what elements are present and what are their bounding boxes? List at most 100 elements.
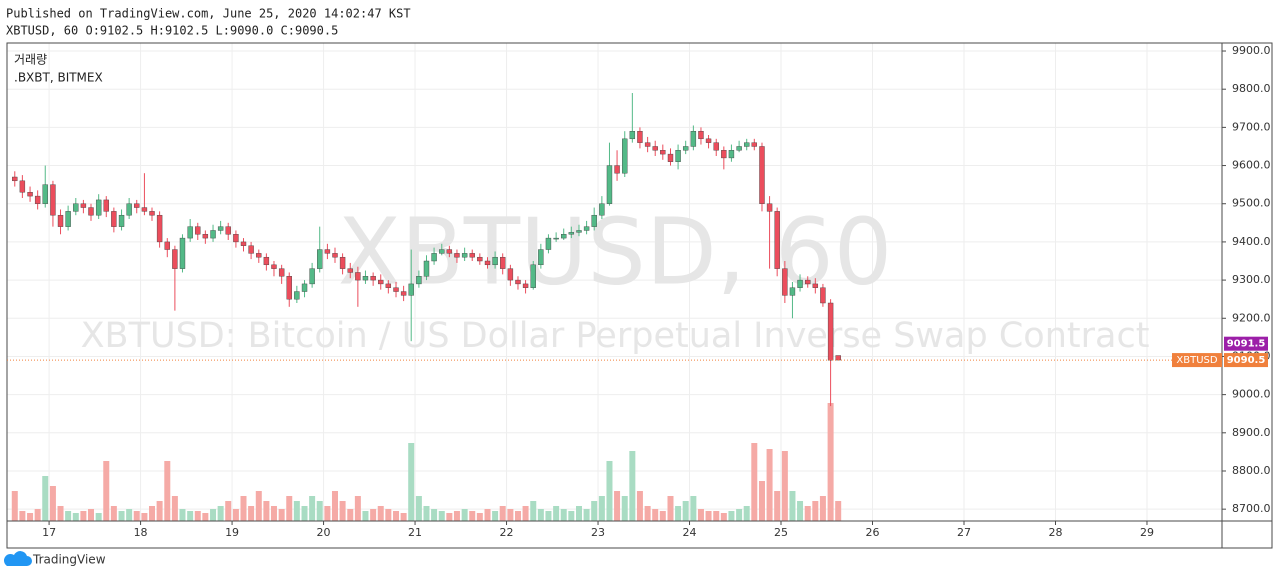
candle-body bbox=[271, 264, 277, 269]
y-tick-label: 8900.0 bbox=[1232, 426, 1271, 439]
volume-bar bbox=[812, 501, 819, 521]
volume-bar bbox=[415, 496, 422, 521]
volume-bar bbox=[354, 496, 361, 521]
volume-bar bbox=[446, 513, 453, 521]
candle-body bbox=[95, 199, 102, 216]
y-tick-label: 9800.0 bbox=[1232, 82, 1271, 95]
volume-bar bbox=[339, 501, 346, 521]
volume-bar bbox=[438, 511, 445, 521]
volume-pane bbox=[11, 403, 842, 521]
y-tick-label: 9500.0 bbox=[1232, 197, 1271, 210]
x-tick-label: 17 bbox=[42, 526, 56, 539]
candle-body bbox=[713, 142, 719, 151]
candle-body bbox=[492, 256, 498, 266]
y-tick-label: 8800.0 bbox=[1232, 464, 1271, 477]
volume-bar bbox=[187, 511, 194, 521]
volume-bar bbox=[568, 511, 575, 521]
candle-body bbox=[317, 249, 323, 269]
candle-body bbox=[34, 195, 41, 204]
candle-body bbox=[637, 130, 643, 143]
volume-bar bbox=[309, 496, 316, 521]
volume-bar bbox=[248, 506, 255, 521]
candle-body bbox=[477, 256, 483, 262]
volume-bar bbox=[42, 476, 49, 521]
candle-body bbox=[698, 130, 704, 140]
candle-body bbox=[652, 146, 658, 151]
volume-bar bbox=[560, 509, 567, 521]
candle-body bbox=[423, 260, 430, 277]
watermark-title: XBTUSD, 60 bbox=[338, 198, 892, 305]
volume-bar bbox=[720, 513, 727, 521]
candle-body bbox=[385, 283, 392, 288]
watermark-subtitle: XBTUSD: Bitcoin / US Dollar Perpetual In… bbox=[81, 316, 1150, 356]
y-tick-label: 9000.0 bbox=[1232, 388, 1271, 401]
volume-bar bbox=[690, 496, 697, 521]
volume-bar bbox=[492, 511, 499, 521]
volume-bar bbox=[217, 506, 224, 521]
candle-body bbox=[553, 237, 559, 240]
volume-bar bbox=[255, 491, 262, 521]
candle-body bbox=[721, 150, 727, 159]
last-price-box bbox=[1224, 353, 1268, 368]
candle-body bbox=[111, 211, 117, 227]
y-tick-label: 8700.0 bbox=[1232, 502, 1271, 515]
candle-body bbox=[210, 230, 216, 239]
candle-body bbox=[103, 199, 109, 212]
volume-bar bbox=[270, 506, 277, 521]
x-tick-label: 24 bbox=[683, 526, 697, 539]
candle-body bbox=[797, 279, 803, 288]
x-tick-label: 25 bbox=[774, 526, 788, 539]
candle-body bbox=[782, 268, 788, 296]
candle-body bbox=[545, 237, 552, 250]
candle-body bbox=[65, 211, 71, 227]
candle-body bbox=[522, 283, 529, 288]
candle-body bbox=[408, 283, 414, 296]
candle-body bbox=[561, 234, 567, 239]
candle-body bbox=[134, 203, 140, 208]
candle-body bbox=[774, 211, 780, 269]
y-tick-label: 9600.0 bbox=[1232, 159, 1271, 172]
candle-body bbox=[195, 226, 201, 235]
candle-body bbox=[233, 234, 239, 243]
volume-bar bbox=[179, 509, 186, 521]
candle-body bbox=[690, 130, 697, 147]
candle-body bbox=[118, 214, 125, 227]
volume-bar bbox=[400, 513, 407, 521]
volume-bar bbox=[621, 496, 628, 521]
y-tick-label: 9300.0 bbox=[1232, 273, 1271, 286]
volume-bar bbox=[781, 451, 788, 521]
watermark: XBTUSD, 60 XBTUSD: Bitcoin / US Dollar P… bbox=[81, 198, 1150, 356]
candle-body bbox=[50, 184, 56, 216]
volume-bar bbox=[301, 506, 308, 521]
volume-bar bbox=[149, 506, 156, 521]
volume-bar bbox=[385, 509, 392, 521]
candle-body bbox=[324, 249, 331, 254]
mark-price-label: 9091.5 bbox=[1227, 339, 1266, 350]
candle-body bbox=[644, 142, 651, 147]
brand-logo[interactable]: TradingView bbox=[3, 551, 106, 567]
candle-body bbox=[530, 264, 536, 288]
volume-bar bbox=[583, 509, 590, 521]
volume-bar bbox=[598, 496, 605, 521]
volume-bar bbox=[423, 506, 430, 521]
last-price-symbol-box bbox=[1172, 353, 1222, 368]
volume-bar bbox=[11, 491, 18, 521]
candle-body bbox=[12, 176, 18, 182]
candle-body bbox=[439, 249, 445, 254]
candle-body bbox=[339, 256, 346, 269]
volume-bar bbox=[34, 509, 41, 521]
volume-bar bbox=[164, 461, 171, 521]
candle-body bbox=[416, 276, 422, 285]
candle-body bbox=[515, 279, 521, 285]
volume-bar bbox=[225, 501, 232, 521]
volume-bar bbox=[667, 496, 674, 521]
volume-bar bbox=[736, 509, 743, 521]
volume-bar bbox=[514, 511, 521, 521]
candle-body bbox=[461, 253, 468, 258]
mark-price-box bbox=[1224, 336, 1268, 351]
volume-bar bbox=[728, 511, 735, 521]
volume-bar bbox=[19, 511, 26, 521]
candle-body bbox=[759, 146, 765, 204]
last-price-symbol: XBTUSD bbox=[1176, 355, 1217, 366]
volume-bar bbox=[751, 443, 758, 521]
